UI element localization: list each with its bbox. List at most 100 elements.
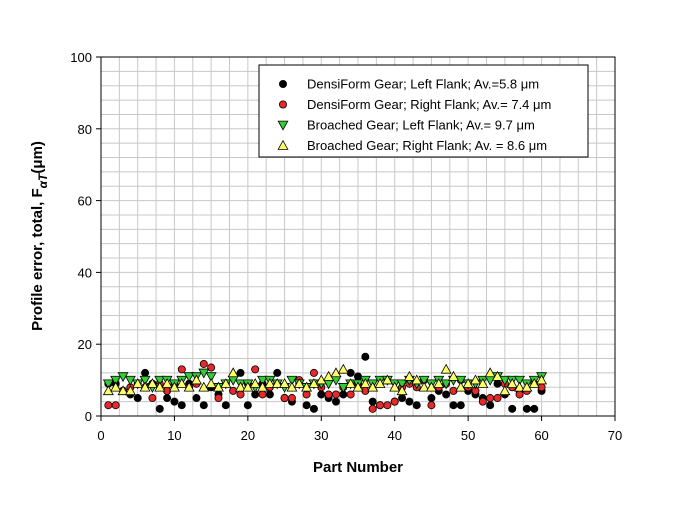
legend-marker-series-1 xyxy=(278,80,287,89)
data-point-series-4 xyxy=(433,378,445,388)
x-tick-label: 10 xyxy=(167,428,181,443)
data-point-series-1 xyxy=(265,390,274,399)
data-point-series-4 xyxy=(477,378,489,388)
y-tick-label: 60 xyxy=(78,194,92,209)
data-point-series-2 xyxy=(258,390,267,399)
data-point-series-1 xyxy=(368,397,377,406)
axis-ticks: 0 10 20 30 40 50 60 70 0 20 40 60 80 100 xyxy=(70,50,622,443)
data-point-series-4 xyxy=(264,378,276,388)
data-point-series-4 xyxy=(374,378,386,388)
legend-box xyxy=(258,64,589,158)
data-point-series-2 xyxy=(390,397,399,406)
data-point-series-2 xyxy=(111,401,120,410)
data-point-series-1 xyxy=(221,401,230,410)
data-point-series-4 xyxy=(536,374,548,385)
data-point-series-3 xyxy=(139,375,151,386)
y-axis-title-main: Profile error, total, F xyxy=(29,188,46,331)
data-point-series-3 xyxy=(154,375,166,386)
data-point-series-3 xyxy=(183,372,195,383)
x-tick-label: 40 xyxy=(387,428,401,443)
data-point-series-1 xyxy=(199,401,208,410)
data-point-series-4 xyxy=(161,378,173,388)
legend-label-series-2: DensiForm Gear; Right Flank; Av.= 7.4 μm xyxy=(307,97,551,112)
data-point-series-1 xyxy=(273,368,282,377)
x-tick-label: 30 xyxy=(314,428,328,443)
data-point-series-1 xyxy=(522,404,531,413)
data-point-series-4 xyxy=(190,374,202,385)
legend-label-series-4: Broached Gear; Right Flank; Av. = 8.6 μm xyxy=(307,138,547,153)
data-point-series-4 xyxy=(345,378,357,388)
data-point-series-2 xyxy=(251,365,260,374)
legend-marker-series-3 xyxy=(277,120,289,131)
data-point-series-4 xyxy=(183,381,195,392)
data-point-series-1 xyxy=(192,394,201,403)
data-point-series-1 xyxy=(309,404,318,413)
data-point-series-4 xyxy=(521,381,533,392)
legend-label-series-3: Broached Gear; Left Flank; Av.= 9.7 μm xyxy=(307,118,535,133)
data-point-series-2 xyxy=(324,390,333,399)
data-point-series-1 xyxy=(442,390,451,399)
data-point-series-4 xyxy=(257,381,269,392)
data-point-series-3 xyxy=(198,368,210,379)
data-point-series-4 xyxy=(418,381,430,392)
data-point-series-4 xyxy=(117,385,129,396)
data-point-series-4 xyxy=(132,378,144,388)
data-point-series-1 xyxy=(317,390,326,399)
data-point-series-4 xyxy=(139,381,151,392)
data-point-series-2 xyxy=(376,401,385,410)
data-point-series-4 xyxy=(359,378,371,388)
data-point-series-2 xyxy=(287,394,296,403)
data-point-series-2 xyxy=(478,397,487,406)
data-point-series-3 xyxy=(440,379,452,390)
data-point-series-4 xyxy=(440,363,452,374)
data-point-series-2 xyxy=(309,368,318,377)
data-point-series-4 xyxy=(425,381,437,392)
x-tick-label: 0 xyxy=(97,428,104,443)
data-point-series-2 xyxy=(383,401,392,410)
data-point-series-4 xyxy=(198,381,210,392)
data-point-series-3 xyxy=(102,379,114,390)
data-point-series-2 xyxy=(515,390,524,399)
data-point-series-1 xyxy=(331,397,340,406)
grid xyxy=(100,56,616,417)
legend-label-series-1: DensiForm Gear; Left Flank; Av.=5.8 μm xyxy=(307,77,539,92)
data-point-series-1 xyxy=(177,401,186,410)
data-point-series-3 xyxy=(124,375,136,386)
data-point-series-2 xyxy=(236,390,245,399)
data-point-series-2 xyxy=(427,401,436,410)
data-point-series-1 xyxy=(412,401,421,410)
y-tick-label: 80 xyxy=(78,122,92,137)
data-point-series-1 xyxy=(133,394,142,403)
data-point-series-4 xyxy=(447,370,459,381)
data-point-series-1 xyxy=(508,404,517,413)
data-point-series-4 xyxy=(352,381,364,392)
data-point-series-1 xyxy=(398,394,407,403)
data-point-series-3 xyxy=(110,375,122,386)
data-point-series-3 xyxy=(396,379,408,390)
data-point-series-4 xyxy=(315,374,327,385)
data-point-series-2 xyxy=(199,359,208,368)
data-point-series-4 xyxy=(396,385,408,396)
data-point-series-4 xyxy=(323,370,335,381)
data-point-series-1 xyxy=(243,401,252,410)
data-point-series-4 xyxy=(301,381,313,392)
data-point-series-1 xyxy=(141,368,150,377)
plot-frame xyxy=(100,56,616,417)
data-point-series-4 xyxy=(389,381,401,392)
y-tick-label: 100 xyxy=(70,50,92,65)
data-point-series-1 xyxy=(155,404,164,413)
x-tick-label: 70 xyxy=(608,428,622,443)
data-point-series-4 xyxy=(528,378,540,388)
data-point-series-2 xyxy=(207,363,216,372)
data-point-series-4 xyxy=(462,378,474,388)
legend: DensiForm Gear; Left Flank; Av.=5.8 μm De… xyxy=(258,64,589,158)
data-point-series-4 xyxy=(308,378,320,388)
data-point-series-4 xyxy=(367,381,379,392)
data-point-series-4 xyxy=(124,385,136,396)
data-point-series-3 xyxy=(257,375,269,386)
x-axis-title: Part Number xyxy=(313,459,403,476)
data-point-series-3 xyxy=(286,375,298,386)
data-point-series-4 xyxy=(242,381,254,392)
x-tick-label: 20 xyxy=(241,428,255,443)
data-point-series-4 xyxy=(499,385,511,396)
